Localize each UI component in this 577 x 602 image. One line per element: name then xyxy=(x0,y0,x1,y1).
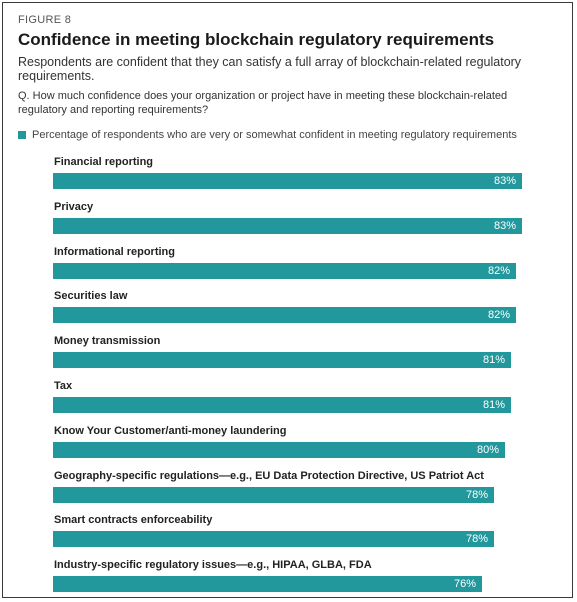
bar-value-label: 80% xyxy=(476,443,499,456)
bar-value-label: 82% xyxy=(487,264,510,277)
chart-subtitle: Respondents are confident that they can … xyxy=(18,55,522,83)
category-label: Tax xyxy=(54,380,73,392)
bar: 76% xyxy=(53,576,482,593)
bar-value-label: 81% xyxy=(482,354,505,367)
legend-swatch xyxy=(18,131,26,139)
bar: 80% xyxy=(53,441,505,458)
bar: 81% xyxy=(53,352,511,369)
survey-question: Q. How much confidence does your organiz… xyxy=(18,90,508,116)
category-label: Securities law xyxy=(54,290,128,303)
bar-value-label: 78% xyxy=(465,533,488,546)
bar-value-label: 78% xyxy=(465,488,488,501)
category-label: Financial reporting xyxy=(54,156,154,168)
bar: 81% xyxy=(53,397,511,413)
category-label: Money transmission xyxy=(54,335,161,348)
bar: 83% xyxy=(53,173,522,189)
bar: 78% xyxy=(53,486,494,503)
category-label: Know Your Customer/anti-money laundering xyxy=(54,424,287,437)
category-label: Privacy xyxy=(54,200,94,213)
category-label: Industry-specific regulatory issues—e.g.… xyxy=(54,559,372,572)
bar: 82% xyxy=(53,307,516,324)
bar: 78% xyxy=(53,531,494,548)
bar-value-label: 76% xyxy=(453,578,476,591)
figure-label: FIGURE 8 xyxy=(18,14,72,26)
bar: 82% xyxy=(53,262,516,279)
figure-frame: FIGURE 8 Confidence in meeting blockchai… xyxy=(2,2,573,598)
legend: Percentage of respondents who are very o… xyxy=(18,129,517,141)
legend-label: Percentage of respondents who are very o… xyxy=(32,129,517,141)
category-label: Smart contracts enforceability xyxy=(54,514,213,527)
category-label: Informational reporting xyxy=(54,245,175,258)
bar-value-label: 83% xyxy=(493,175,516,187)
bar-value-label: 81% xyxy=(482,399,505,411)
category-label: Geography-specific regulations—e.g., EU … xyxy=(54,469,484,482)
bar-value-label: 83% xyxy=(493,219,516,232)
chart-title: Confidence in meeting blockchain regulat… xyxy=(18,30,495,49)
bar-value-label: 82% xyxy=(487,309,510,322)
bar: 83% xyxy=(53,217,522,234)
